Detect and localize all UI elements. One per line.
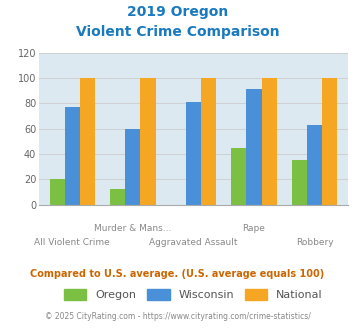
Legend: Oregon, Wisconsin, National: Oregon, Wisconsin, National [64, 289, 323, 300]
Text: 2019 Oregon: 2019 Oregon [127, 5, 228, 19]
Bar [307, 125, 322, 205]
Text: Murder & Mans...: Murder & Mans... [94, 224, 171, 233]
Bar [292, 160, 307, 205]
Bar [262, 78, 277, 205]
Text: Violent Crime Comparison: Violent Crime Comparison [76, 25, 279, 39]
Text: Robbery: Robbery [296, 238, 333, 247]
Bar [65, 107, 80, 205]
Bar [141, 78, 155, 205]
Bar [322, 78, 337, 205]
Bar [186, 102, 201, 205]
Text: All Violent Crime: All Violent Crime [34, 238, 110, 247]
Bar [80, 78, 95, 205]
Bar [50, 179, 65, 205]
Bar [125, 129, 141, 205]
Bar [231, 148, 246, 205]
Text: © 2025 CityRating.com - https://www.cityrating.com/crime-statistics/: © 2025 CityRating.com - https://www.city… [45, 312, 310, 321]
Text: Compared to U.S. average. (U.S. average equals 100): Compared to U.S. average. (U.S. average … [31, 269, 324, 279]
Bar [201, 78, 216, 205]
Text: Rape: Rape [242, 224, 266, 233]
Text: Aggravated Assault: Aggravated Assault [149, 238, 238, 247]
Bar [246, 89, 262, 205]
Bar [110, 189, 125, 205]
